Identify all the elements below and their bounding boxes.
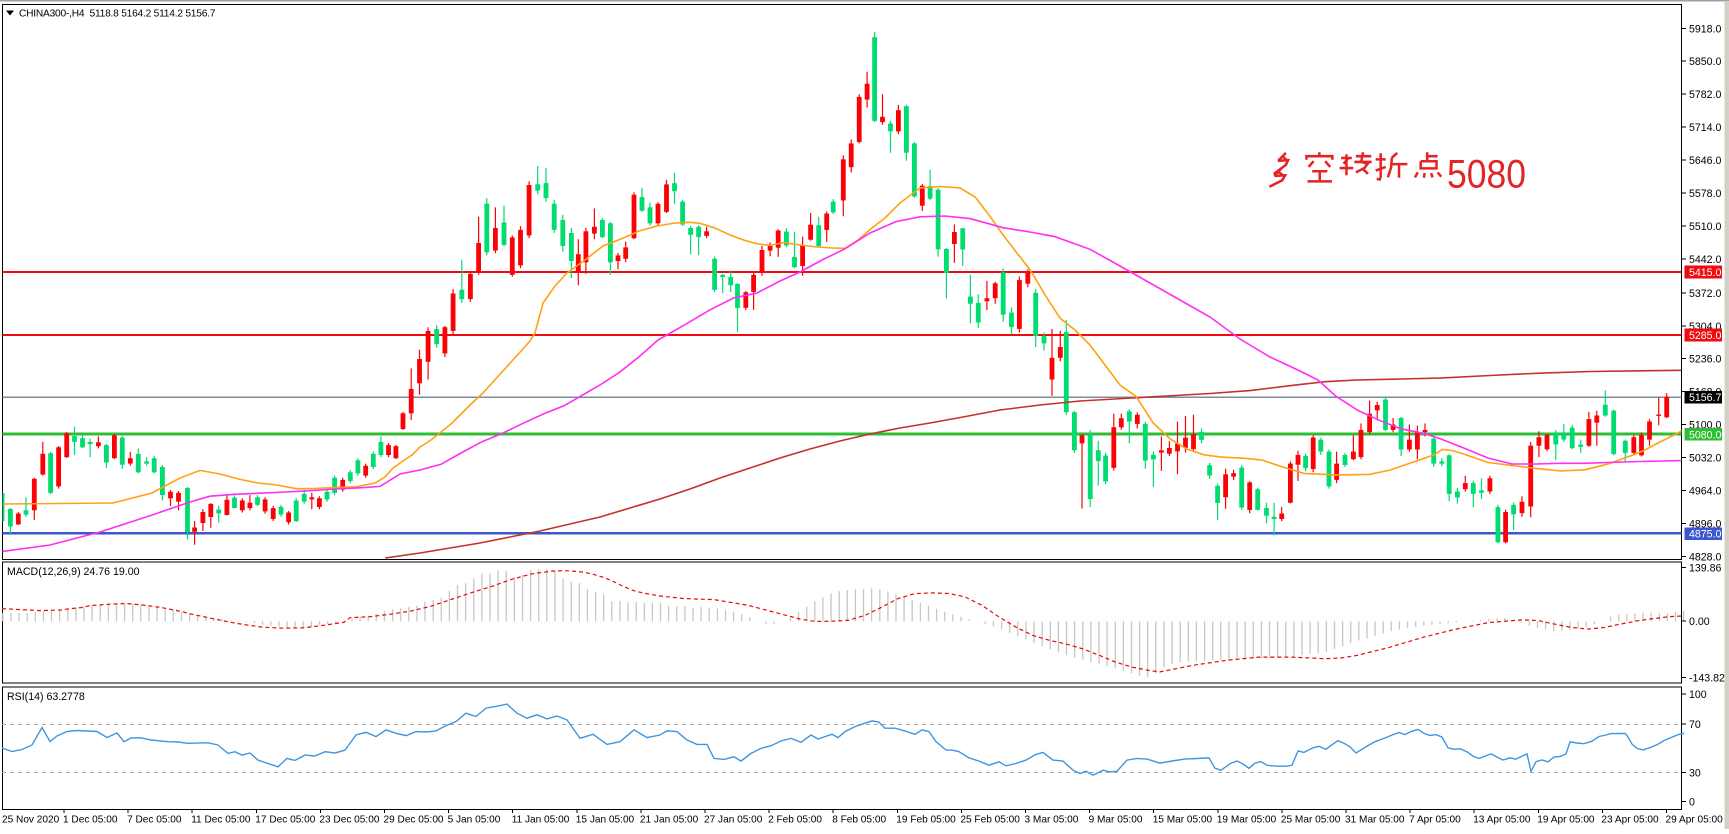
svg-text:5080: 5080 bbox=[1447, 153, 1526, 197]
svg-text:RSI(14) 63.2778: RSI(14) 63.2778 bbox=[7, 691, 85, 703]
svg-text:7 Dec 05:00: 7 Dec 05:00 bbox=[127, 815, 182, 826]
svg-text:29 Dec 05:00: 29 Dec 05:00 bbox=[384, 815, 444, 826]
svg-text:19 Feb 05:00: 19 Feb 05:00 bbox=[896, 815, 956, 826]
svg-text:25 Feb 05:00: 25 Feb 05:00 bbox=[960, 815, 1020, 826]
svg-text:9 Mar 05:00: 9 Mar 05:00 bbox=[1089, 815, 1143, 826]
svg-text:23 Dec 05:00: 23 Dec 05:00 bbox=[319, 815, 379, 826]
svg-text:7 Apr 05:00: 7 Apr 05:00 bbox=[1409, 815, 1461, 826]
svg-text:5646.0: 5646.0 bbox=[1689, 155, 1722, 167]
svg-text:5442.0: 5442.0 bbox=[1689, 254, 1722, 266]
svg-text:23 Apr 05:00: 23 Apr 05:00 bbox=[1601, 815, 1659, 826]
svg-text:5372.0: 5372.0 bbox=[1689, 288, 1722, 300]
svg-text:5850.0: 5850.0 bbox=[1689, 56, 1722, 68]
svg-text:5782.0: 5782.0 bbox=[1689, 89, 1722, 101]
svg-text:5285.0: 5285.0 bbox=[1689, 330, 1722, 342]
svg-text:139.86: 139.86 bbox=[1689, 562, 1722, 574]
svg-text:11 Dec 05:00: 11 Dec 05:00 bbox=[191, 815, 251, 826]
svg-text:5918.0: 5918.0 bbox=[1689, 23, 1722, 35]
svg-text:5156.7: 5156.7 bbox=[1689, 392, 1722, 404]
svg-text:31 Mar 05:00: 31 Mar 05:00 bbox=[1345, 815, 1405, 826]
svg-text:5714.0: 5714.0 bbox=[1689, 122, 1722, 134]
svg-text:21 Jan 05:00: 21 Jan 05:00 bbox=[640, 815, 699, 826]
svg-text:4875.0: 4875.0 bbox=[1689, 529, 1722, 541]
svg-text:5510.0: 5510.0 bbox=[1689, 221, 1722, 233]
svg-text:13 Apr 05:00: 13 Apr 05:00 bbox=[1473, 815, 1531, 826]
svg-text:19 Apr 05:00: 19 Apr 05:00 bbox=[1537, 815, 1595, 826]
svg-text:5415.0: 5415.0 bbox=[1689, 267, 1722, 279]
svg-text:11 Jan 05:00: 11 Jan 05:00 bbox=[512, 815, 570, 826]
svg-text:15 Jan 05:00: 15 Jan 05:00 bbox=[576, 815, 635, 826]
svg-text:25 Nov 2020: 25 Nov 2020 bbox=[2, 815, 60, 826]
svg-text:CHINA300-,H4 5118.8 5164.2 51: CHINA300-,H4 5118.8 5164.2 5114.2 5156.7 bbox=[19, 9, 216, 20]
svg-text:15 Mar 05:00: 15 Mar 05:00 bbox=[1153, 815, 1213, 826]
svg-text:4964.0: 4964.0 bbox=[1689, 486, 1722, 498]
svg-text:MACD(12,26,9) 24.76 19.00: MACD(12,26,9) 24.76 19.00 bbox=[7, 566, 140, 578]
svg-text:25 Mar 05:00: 25 Mar 05:00 bbox=[1281, 815, 1341, 826]
svg-text:5032.0: 5032.0 bbox=[1689, 453, 1722, 465]
svg-text:17 Dec 05:00: 17 Dec 05:00 bbox=[255, 815, 315, 826]
svg-text:8 Feb 05:00: 8 Feb 05:00 bbox=[832, 815, 886, 826]
svg-text:5 Jan 05:00: 5 Jan 05:00 bbox=[448, 815, 501, 826]
svg-text:5578.0: 5578.0 bbox=[1689, 188, 1722, 200]
svg-text:29 Apr 05:00: 29 Apr 05:00 bbox=[1666, 815, 1724, 826]
svg-text:30: 30 bbox=[1689, 768, 1701, 780]
svg-text:5080.0: 5080.0 bbox=[1689, 429, 1722, 441]
svg-text:0.00: 0.00 bbox=[1689, 616, 1710, 628]
svg-text:3 Mar 05:00: 3 Mar 05:00 bbox=[1025, 815, 1079, 826]
svg-text:1 Dec 05:00: 1 Dec 05:00 bbox=[63, 815, 118, 826]
svg-text:2 Feb 05:00: 2 Feb 05:00 bbox=[768, 815, 822, 826]
svg-text:5236.0: 5236.0 bbox=[1689, 354, 1722, 366]
svg-text:27 Jan 05:00: 27 Jan 05:00 bbox=[704, 815, 763, 826]
svg-text:-143.82: -143.82 bbox=[1689, 673, 1725, 685]
svg-text:0: 0 bbox=[1689, 797, 1695, 809]
svg-text:100: 100 bbox=[1689, 689, 1707, 701]
svg-text:70: 70 bbox=[1689, 719, 1701, 731]
svg-text:19 Mar 05:00: 19 Mar 05:00 bbox=[1217, 815, 1277, 826]
